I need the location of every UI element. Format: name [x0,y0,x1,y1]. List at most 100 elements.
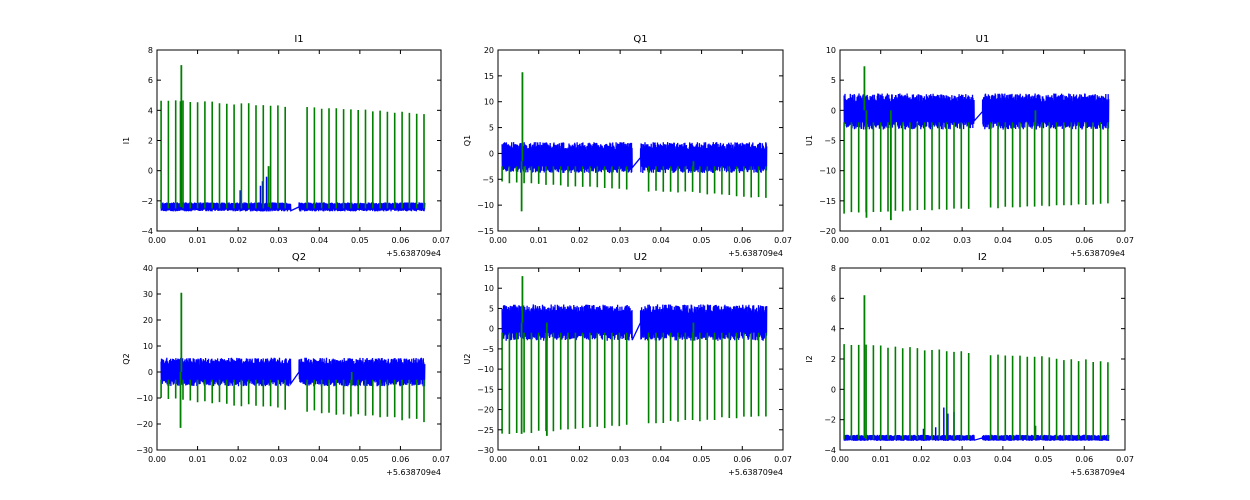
plot-data-area [160,292,426,428]
y-tick-label: 8 [148,46,153,55]
x-tick-label: 0.01 [530,236,548,245]
y-tick-label: −10 [819,167,836,176]
subplot-title: U2 [634,252,648,263]
y-tick-label: 40 [143,264,153,273]
x-tick-label: 0.03 [611,236,629,245]
y-tick-label: 4 [831,325,836,334]
y-tick-label: 0 [148,368,153,377]
x-tick-label: 0.04 [310,236,328,245]
series-green-spikes [160,100,425,209]
x-tick-label: 0.02 [913,455,931,464]
x-tick-label: 0.07 [1116,236,1134,245]
plot-data-area [843,295,1110,442]
series-blue-trace [160,357,426,387]
x-tick-label: 0.02 [913,236,931,245]
subplot-u2: 0.00 0.01 0.02 0.03 0.04 0.05 0.06 0.07 −30 −25 −2… [463,252,792,477]
x-tick-label: 0.06 [392,236,410,245]
x-tick-label: 0.01 [872,236,890,245]
y-tick-label: 0 [489,325,494,334]
y-tick-label: 5 [831,76,836,85]
y-tick-label: 6 [831,294,836,303]
y-tick-label: −15 [477,227,494,236]
x-tick-label: 0.02 [229,236,247,245]
y-tick-label: 0 [831,385,836,394]
subplot-i2: 0.00 0.01 0.02 0.03 0.04 0.05 0.06 0.07 −4 −2 0 2 4 6… [805,252,1134,477]
series-green-spikes [501,166,767,198]
x-tick-label: 0.07 [432,455,450,464]
x-offset-label: +5.638709e4 [728,249,783,258]
subplot-title: I2 [978,252,987,263]
series-green-spikes [501,332,767,434]
y-tick-label: 5 [489,304,494,313]
subplot-q1: 0.00 0.01 0.02 0.03 0.04 0.05 0.06 0.07 −15 −10 −5… [463,34,792,258]
y-axis-label: U2 [463,354,472,365]
x-tick-label: 0.05 [1035,236,1053,245]
x-tick-label: 0.03 [953,455,971,464]
y-tick-label: 4 [148,106,153,115]
x-tick-label: 0.03 [270,455,288,464]
y-tick-label: 10 [143,342,153,351]
y-tick-label: 15 [484,264,494,273]
x-tick-label: 0.06 [733,455,751,464]
x-tick-label: 0.05 [351,236,369,245]
x-tick-label: 0.05 [351,455,369,464]
x-tick-label: 0.00 [148,236,166,245]
series-blue-trace [501,304,768,341]
y-tick-label: −2 [824,416,836,425]
subplot-title: Q1 [633,34,647,45]
x-tick-label: 0.02 [571,455,589,464]
plot-data-area [160,65,426,212]
y-tick-label: 20 [143,316,153,325]
series-green-spikes [160,379,425,423]
y-tick-label: −15 [477,385,494,394]
axes-frame [497,267,784,451]
x-tick-label: 0.04 [652,455,670,464]
y-axis-label: Q2 [122,353,131,364]
series-blue-trace [843,93,1110,130]
x-tick-label: 0.01 [872,455,890,464]
x-tick-label: 0.05 [693,236,711,245]
y-tick-label: 10 [826,46,836,55]
subplot-u1: 0.00 0.01 0.02 0.03 0.04 0.05 0.06 0.07 −20 −15 −1… [805,34,1134,258]
y-tick-label: −5 [482,175,494,184]
y-tick-label: −25 [477,426,494,435]
subplot-i1: 0.00 0.01 0.02 0.03 0.04 0.05 0.06 0.07 −4 −2 0 2 4 6… [122,34,450,258]
subplot-title: Q2 [292,252,306,263]
x-tick-label: 0.03 [270,236,288,245]
x-tick-label: 0.01 [189,236,207,245]
y-tick-label: 5 [489,124,494,133]
x-tick-label: 0.03 [953,236,971,245]
y-tick-label: 30 [143,290,153,299]
y-tick-label: 2 [831,355,836,364]
x-tick-label: 0.02 [571,236,589,245]
x-tick-label: 0.04 [994,236,1012,245]
y-tick-label: −20 [819,227,836,236]
plot-data-area [501,72,768,212]
x-offset-label: +5.638709e4 [728,468,783,477]
y-axis-label: U1 [805,135,814,146]
x-offset-label: +5.638709e4 [386,249,441,258]
x-tick-label: 0.00 [489,455,507,464]
subplot-title: I1 [294,34,303,45]
axes-frame [156,267,442,451]
series-blue-trace [160,202,426,212]
subplot-title: U1 [976,34,990,45]
y-tick-label: 6 [148,76,153,85]
y-tick-label: −4 [824,446,836,455]
y-tick-label: 20 [484,46,494,55]
series-blue-trace [843,434,1110,442]
axes-frame [497,49,784,232]
x-tick-label: 0.06 [1075,236,1093,245]
y-tick-label: 2 [148,137,153,146]
subplot-grid: 0.00 0.01 0.02 0.03 0.04 0.05 0.06 0.07−4−20246… [122,34,1134,477]
subplot-q2: 0.00 0.01 0.02 0.03 0.04 0.05 0.06 0.07 −30 −20 −1… [122,252,450,477]
x-tick-label: 0.07 [774,236,792,245]
x-tick-label: 0.04 [652,236,670,245]
y-tick-label: −5 [482,345,494,354]
x-tick-label: 0.04 [310,455,328,464]
y-tick-label: −2 [141,197,153,206]
y-tick-label: 0 [831,106,836,115]
y-tick-label: 0 [148,167,153,176]
